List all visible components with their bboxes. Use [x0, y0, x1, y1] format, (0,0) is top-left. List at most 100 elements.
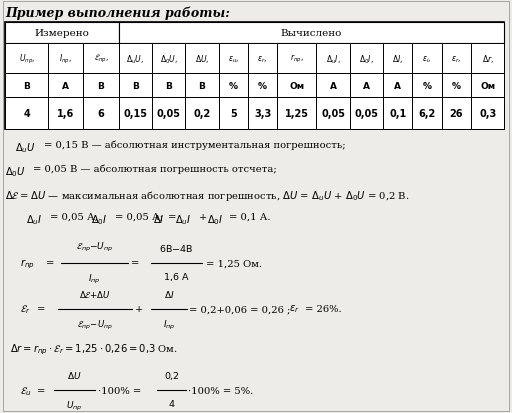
Polygon shape: [83, 74, 119, 98]
Text: В: В: [98, 82, 104, 90]
Polygon shape: [248, 98, 277, 130]
Polygon shape: [185, 74, 219, 98]
Text: $U_{пр}$: $U_{пр}$: [66, 399, 82, 413]
Text: $\mathcal{E}_r$: $\mathcal{E}_r$: [20, 302, 31, 315]
Polygon shape: [350, 74, 383, 98]
Polygon shape: [5, 23, 119, 44]
Text: %: %: [258, 82, 267, 90]
Polygon shape: [316, 74, 350, 98]
Text: 5: 5: [230, 109, 237, 119]
Polygon shape: [219, 44, 248, 74]
Text: = 0,2+0,06 = 0,26 ;: = 0,2+0,06 = 0,26 ;: [189, 304, 291, 313]
Text: Ом: Ом: [480, 82, 495, 90]
Text: $\Delta_0 I,$: $\Delta_0 I,$: [359, 53, 374, 65]
Text: Пример выполнения работы:: Пример выполнения работы:: [5, 6, 230, 20]
Polygon shape: [119, 98, 152, 130]
Polygon shape: [5, 98, 48, 130]
Polygon shape: [5, 44, 48, 74]
Text: 0,2: 0,2: [164, 371, 179, 380]
Polygon shape: [350, 44, 383, 74]
Polygon shape: [152, 98, 185, 130]
Text: А: А: [330, 82, 336, 90]
Text: В: В: [23, 82, 30, 90]
Text: $\Delta_0 U$: $\Delta_0 U$: [5, 164, 26, 178]
Text: 26: 26: [450, 109, 463, 119]
Text: 1,6: 1,6: [57, 109, 74, 119]
Text: = 0,05 А,: = 0,05 А,: [50, 212, 101, 221]
Polygon shape: [442, 44, 471, 74]
Polygon shape: [48, 74, 83, 98]
Polygon shape: [383, 98, 412, 130]
Polygon shape: [119, 74, 152, 98]
Text: $\Delta_u U,$: $\Delta_u U,$: [126, 53, 144, 65]
Polygon shape: [471, 98, 504, 130]
Text: $\varepsilon_u,$: $\varepsilon_u,$: [227, 54, 239, 64]
Text: 6В$-$4В: 6В$-$4В: [159, 242, 194, 254]
Polygon shape: [83, 44, 119, 74]
Polygon shape: [471, 44, 504, 74]
Text: %: %: [422, 82, 432, 90]
Text: %: %: [452, 82, 461, 90]
Text: = 0,05 В — абсолютная погрешность отсчета;: = 0,05 В — абсолютная погрешность отсчет…: [33, 164, 277, 174]
Text: ·100% = 5%.: ·100% = 5%.: [188, 386, 253, 395]
Text: $\mathcal{E}_{пр}$$-$$U_{пр}$: $\mathcal{E}_{пр}$$-$$U_{пр}$: [76, 240, 114, 254]
Text: = $\Delta U$ — максимальная абсолютная погрешность, $\Delta U$ = $\Delta_u U$ + : = $\Delta U$ — максимальная абсолютная п…: [19, 188, 410, 202]
Text: Ом: Ом: [289, 82, 304, 90]
Text: $\varepsilon_r,$: $\varepsilon_r,$: [258, 54, 268, 64]
Polygon shape: [219, 98, 248, 130]
Polygon shape: [248, 44, 277, 74]
Polygon shape: [412, 74, 442, 98]
Text: $\mathcal{E}_{пр}$$-$$U_{пр}$: $\mathcal{E}_{пр}$$-$$U_{пр}$: [77, 318, 113, 331]
Polygon shape: [185, 44, 219, 74]
Polygon shape: [248, 74, 277, 98]
Text: $\Delta\mathcal{E}$: $\Delta\mathcal{E}$: [68, 411, 81, 413]
Text: 6,2: 6,2: [418, 109, 436, 119]
Text: $\varepsilon_i,$: $\varepsilon_i,$: [422, 54, 432, 64]
Polygon shape: [316, 98, 350, 130]
Text: А: А: [62, 82, 69, 90]
Text: = 26%.: = 26%.: [305, 304, 342, 313]
Text: $r_{пр},$: $r_{пр},$: [290, 53, 304, 65]
Text: 0,15: 0,15: [123, 109, 147, 119]
Text: 3,3: 3,3: [254, 109, 271, 119]
Text: $\Delta I$: $\Delta I$: [153, 212, 164, 224]
Text: = 0,15 В — абсолютная инструментальная погрешность;: = 0,15 В — абсолютная инструментальная п…: [44, 140, 345, 150]
Text: +: +: [135, 304, 143, 313]
Text: $\mathcal{E}_{пр},$: $\mathcal{E}_{пр},$: [94, 53, 109, 65]
Text: 0,05: 0,05: [157, 109, 181, 119]
Text: ·100% =: ·100% =: [98, 386, 141, 395]
Text: $\Delta_u U$: $\Delta_u U$: [15, 140, 36, 154]
Polygon shape: [152, 44, 185, 74]
Text: =: =: [37, 386, 45, 395]
Polygon shape: [48, 44, 83, 74]
Polygon shape: [412, 44, 442, 74]
Text: $\Delta_u I$: $\Delta_u I$: [175, 212, 191, 226]
Polygon shape: [471, 74, 504, 98]
Text: Вычислено: Вычислено: [281, 29, 342, 38]
Text: $U_{пр},$: $U_{пр},$: [18, 53, 35, 66]
Text: +: +: [199, 212, 210, 221]
Text: $I_{пр}$: $I_{пр}$: [163, 318, 175, 331]
Text: =: =: [37, 304, 45, 313]
Polygon shape: [48, 98, 83, 130]
Text: 6: 6: [98, 109, 104, 119]
Text: $\Delta r = r_{пр}\cdot\mathcal{E}_r = 1{,}25\cdot 0{,}26 = 0{,}3$ Ом.: $\Delta r = r_{пр}\cdot\mathcal{E}_r = 1…: [10, 342, 178, 356]
Text: 1,25: 1,25: [285, 109, 309, 119]
Text: 0,3: 0,3: [479, 109, 496, 119]
Text: 1,6 А: 1,6 А: [164, 273, 189, 281]
Polygon shape: [316, 44, 350, 74]
Text: 0,05: 0,05: [354, 109, 378, 119]
Text: 4: 4: [168, 399, 175, 408]
Text: $\Delta_0 I$: $\Delta_0 I$: [91, 212, 108, 226]
Text: $r_{пр}$: $r_{пр}$: [20, 256, 35, 270]
Text: $\Delta\mathcal{E}$$+$$\Delta U$: $\Delta\mathcal{E}$$+$$\Delta U$: [79, 288, 111, 299]
Text: Измерено: Измерено: [34, 29, 89, 38]
Polygon shape: [277, 74, 316, 98]
Text: В: В: [199, 82, 205, 90]
Text: 4: 4: [23, 109, 30, 119]
Text: А: А: [363, 82, 370, 90]
Text: 0,05: 0,05: [321, 109, 345, 119]
Text: $\Delta I,$: $\Delta I,$: [392, 53, 403, 65]
Polygon shape: [442, 74, 471, 98]
Polygon shape: [383, 74, 412, 98]
